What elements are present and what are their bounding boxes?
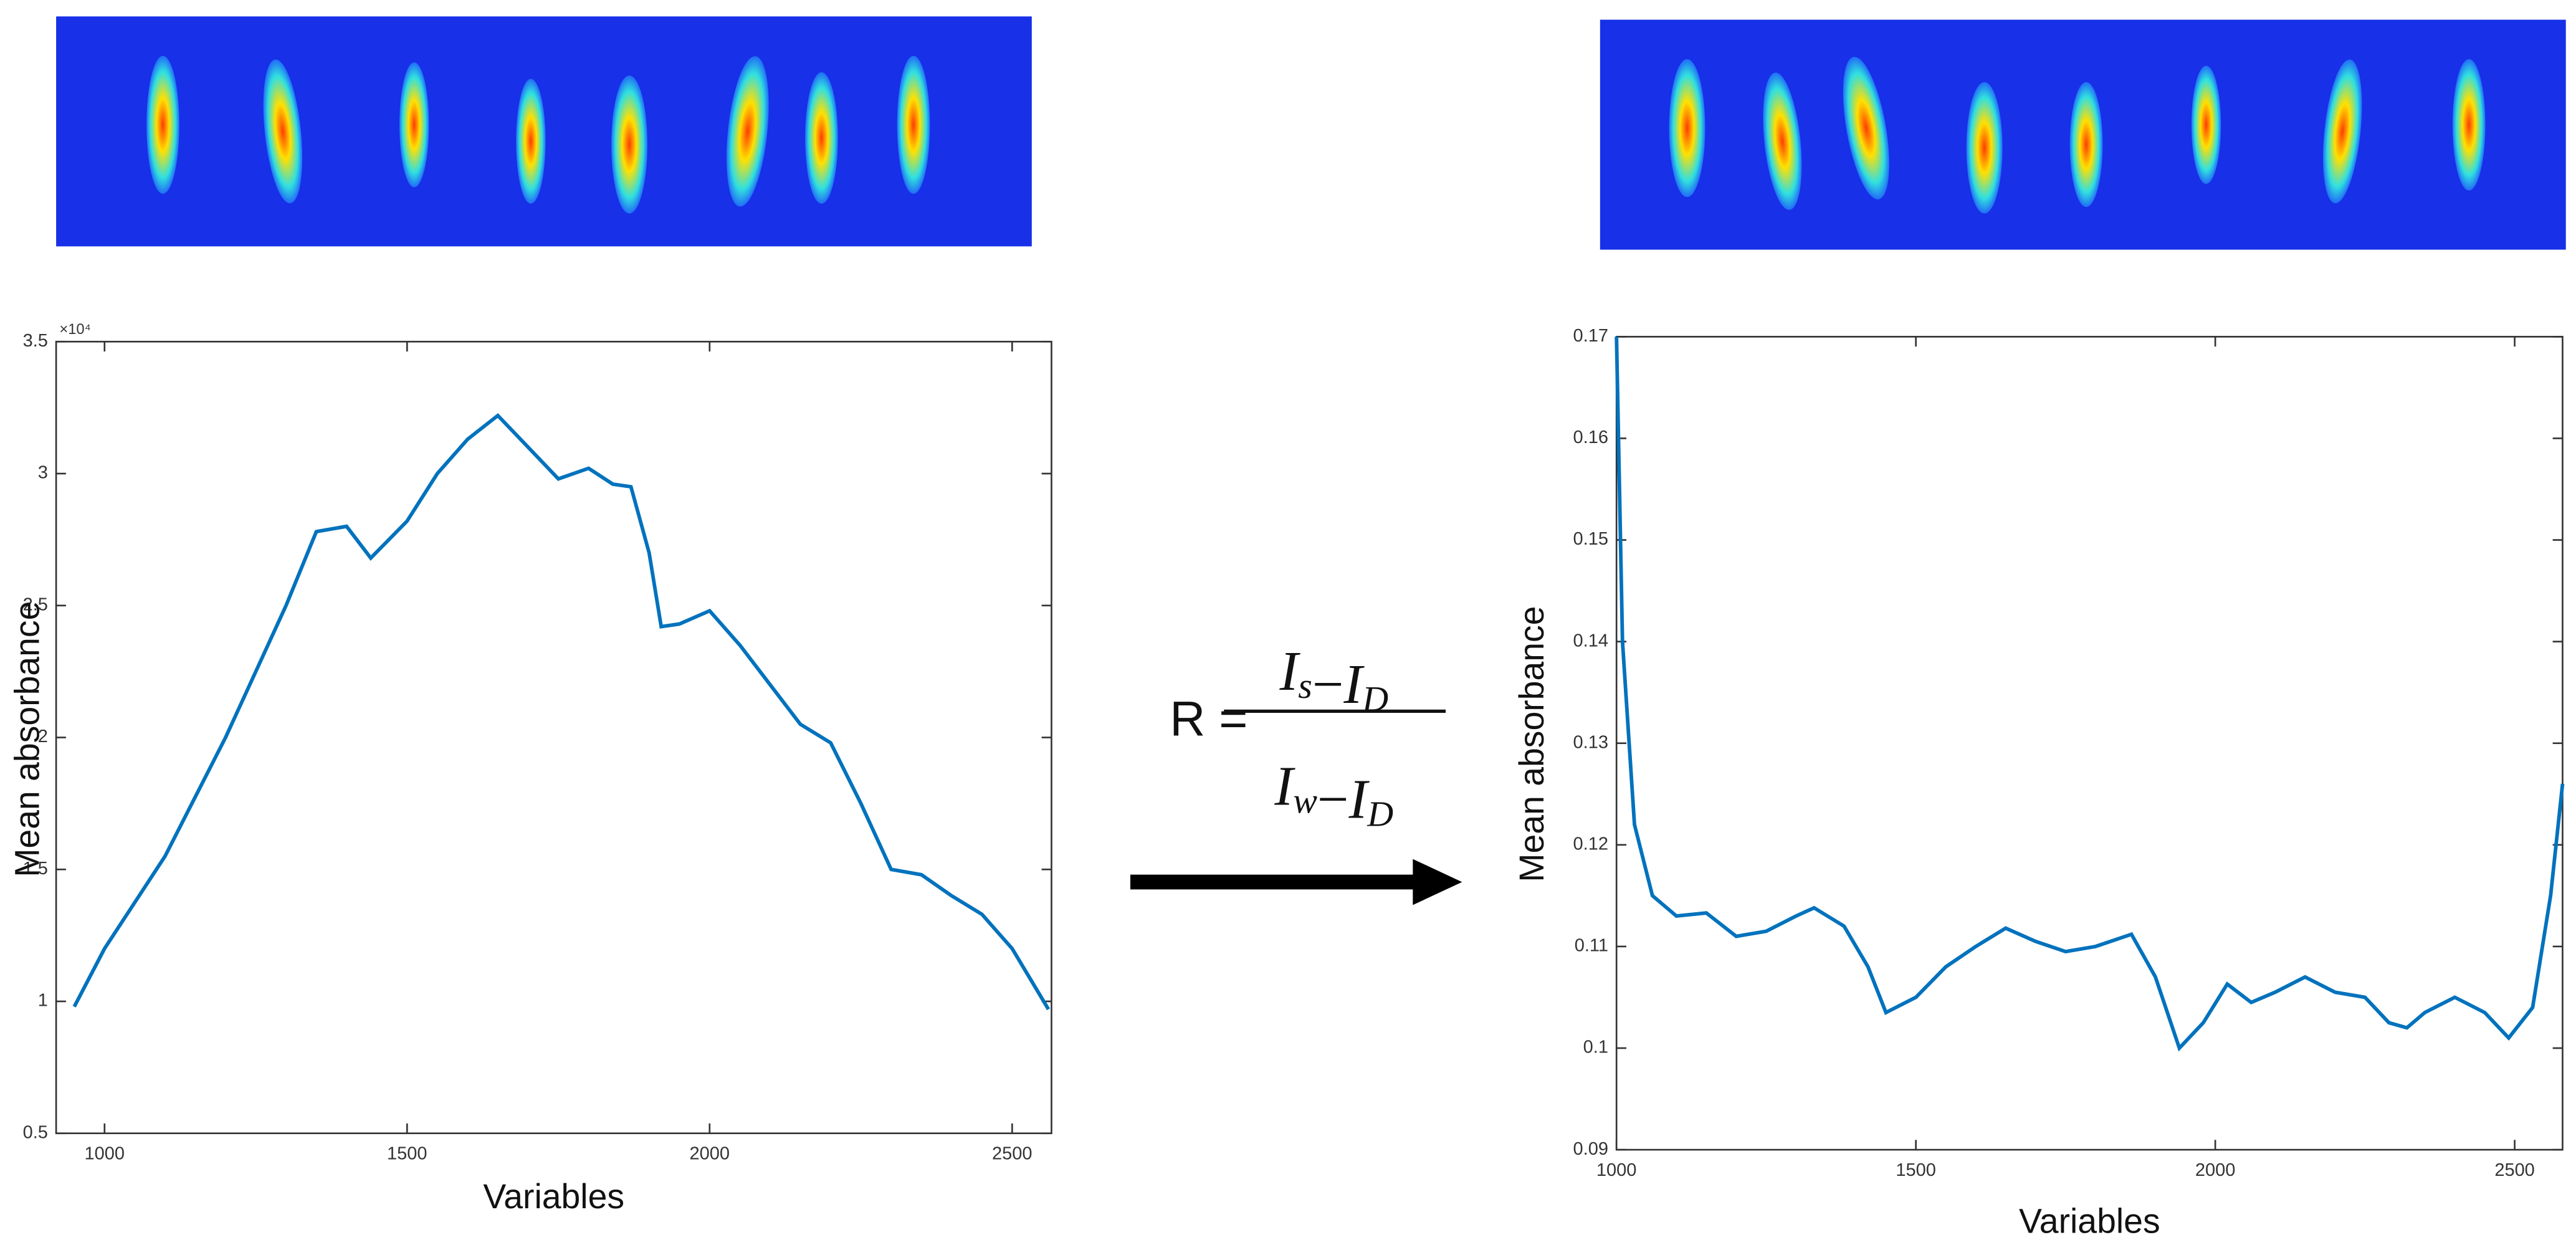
- formula-denominator: Iw−ID: [1274, 755, 1393, 834]
- y-axis-label: Mean absorbance: [1512, 606, 1551, 882]
- arrow: [1130, 859, 1462, 905]
- plot-area: [1615, 336, 2564, 1151]
- y-tick-label: 0.17: [1573, 326, 1608, 346]
- formula-subscript: w: [1293, 781, 1317, 821]
- formula-subscript: s: [1298, 665, 1312, 706]
- y-tick-label: 0.11: [1575, 936, 1608, 956]
- y-tick-label: 0.1: [1583, 1038, 1608, 1057]
- y-axis-label: Mean absorbance: [8, 601, 47, 877]
- formula-symbol: I: [1279, 641, 1300, 702]
- x-axis-label: Variables: [2019, 1201, 2160, 1240]
- plot-area: [55, 340, 1052, 1135]
- formula-operator: −: [1312, 654, 1344, 715]
- y-tick-label: 0.09: [1573, 1139, 1608, 1159]
- data-line: [72, 413, 1051, 1011]
- formula-subscript: D: [1362, 679, 1388, 719]
- data-line: [1615, 336, 2565, 1052]
- formula-symbol: I: [1343, 654, 1365, 715]
- formula-subscript: D: [1367, 794, 1393, 834]
- y-tick-label: 0.5: [23, 1122, 48, 1142]
- y-tick-label: 2.5: [23, 594, 48, 614]
- y-tick-label: 0.14: [1573, 631, 1608, 651]
- formula-operator: −: [1317, 768, 1349, 830]
- formula-symbol: I: [1274, 755, 1295, 817]
- image-left: [56, 16, 1032, 247]
- y-tick-label: 0.13: [1573, 732, 1608, 752]
- y-tick-label: 2: [38, 727, 48, 747]
- y-tick-label: 1.5: [23, 859, 48, 879]
- image-right: [1600, 19, 2566, 250]
- y-tick-label: 0.16: [1573, 427, 1608, 447]
- y-tick-label: 3.5: [23, 331, 48, 351]
- x-tick-label: 1000: [1596, 1160, 1636, 1180]
- y-offset-text: ×10⁴: [59, 322, 90, 338]
- x-tick-label: 1500: [1896, 1160, 1935, 1180]
- x-tick-label: 2500: [2494, 1160, 2534, 1180]
- x-tick-label: 2000: [2195, 1160, 2235, 1180]
- x-tick-label: 1000: [85, 1144, 125, 1164]
- y-tick-label: 0.15: [1573, 529, 1608, 549]
- formula-symbol: I: [1348, 768, 1370, 830]
- formula-numerator: Is−ID: [1279, 641, 1388, 720]
- formula-lhs: R =: [1170, 691, 1247, 747]
- x-tick-label: 2000: [690, 1144, 730, 1164]
- y-tick-label: 3: [38, 463, 48, 483]
- x-axis-label: Variables: [483, 1177, 624, 1216]
- x-tick-label: 1500: [387, 1144, 427, 1164]
- y-tick-label: 0.12: [1573, 834, 1608, 854]
- y-tick-label: 1: [38, 991, 48, 1011]
- x-tick-label: 2500: [992, 1144, 1032, 1164]
